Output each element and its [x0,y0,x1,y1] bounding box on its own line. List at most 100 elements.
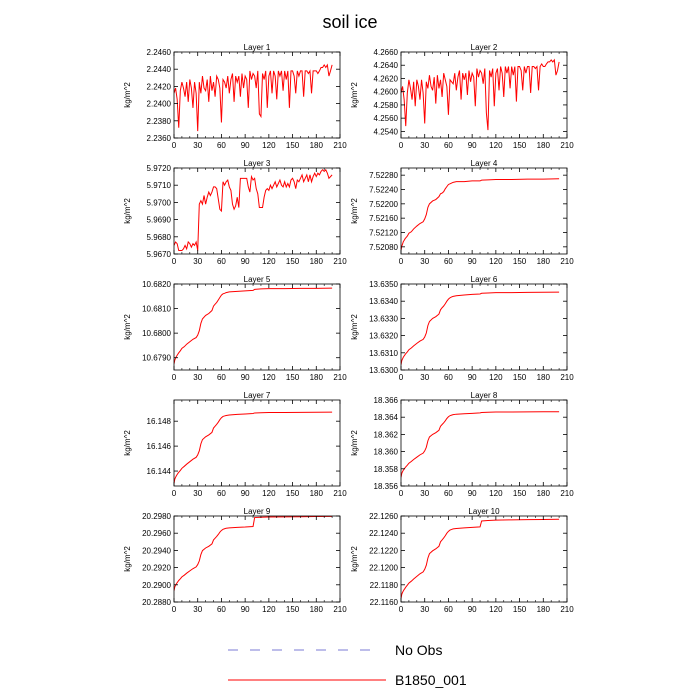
y-tick-label: 5.9690 [147,216,172,225]
panel-title: Layer 3 [244,159,271,168]
y-tick-label: 10.6800 [142,329,171,338]
panel-3: Layer 3 0 30 60 90 120 150 180 210 5.9670 5.9680 5.… [123,159,347,266]
x-tick-label: 210 [560,257,574,266]
y-tick-label: 5.9710 [147,181,172,190]
panel-5: Layer 5 0 30 60 90 120 150 180 210 10.6790 10.6800… [123,275,347,382]
panel-frame [173,399,341,487]
x-tick-label: 30 [420,373,429,382]
y-tick-label: 7.52120 [369,229,398,238]
x-tick-label: 90 [241,489,250,498]
x-tick-label: 90 [241,373,250,382]
x-tick-label: 120 [489,605,503,614]
panel-2: Layer 2 0 30 60 90 120 150 180 210 4.2540 4.2560 4.… [350,43,574,150]
y-tick-label: 5.9720 [147,164,172,173]
x-tick-label: 30 [193,489,202,498]
y-tick-label: 22.1260 [369,512,398,521]
y-axis-label: kg/m^2 [350,546,359,572]
y-tick-label: 13.6350 [369,280,398,289]
y-tick-label: 5.9670 [147,250,172,259]
y-tick-label: 20.2900 [142,581,171,590]
y-tick-label: 13.6340 [369,297,398,306]
y-tick-label: 4.2640 [374,61,399,70]
x-tick-label: 60 [444,489,453,498]
y-tick-label: 18.356 [374,482,399,491]
x-tick-label: 30 [193,257,202,266]
x-tick-label: 150 [286,141,300,150]
x-tick-label: 90 [468,605,477,614]
x-tick-label: 60 [217,141,226,150]
y-tick-label: 18.364 [374,413,399,422]
x-tick-label: 120 [262,373,276,382]
series-line-b1850-001 [174,168,333,252]
x-tick-label: 90 [468,257,477,266]
x-tick-label: 60 [217,605,226,614]
x-tick-label: 60 [217,489,226,498]
x-tick-label: 30 [420,141,429,150]
series-line-b1850-001 [174,287,333,364]
y-tick-label: 22.1180 [370,581,399,590]
panel-title: Layer 9 [244,507,271,516]
panel-title: Layer 5 [244,275,271,284]
series-line-b1850-001 [401,518,560,599]
x-tick-label: 180 [537,373,551,382]
y-tick-label: 18.362 [374,430,399,439]
x-tick-label: 210 [560,489,574,498]
x-tick-label: 90 [241,257,250,266]
x-tick-label: 90 [468,373,477,382]
panel-title: Layer 6 [471,275,498,284]
panel-10: Layer 10 0 30 60 90 120 150 180 210 22.1160 22.118… [350,507,574,614]
x-tick-label: 150 [513,489,527,498]
y-tick-label: 4.2540 [374,127,399,136]
panel-4: Layer 4 0 30 60 90 120 150 180 210 7.52080 7.52120… [350,159,574,266]
y-tick-label: 4.2560 [374,114,399,123]
x-tick-label: 180 [310,605,324,614]
figure-title: soil ice [322,12,377,32]
y-tick-label: 20.2920 [142,564,171,573]
y-axis-label: kg/m^2 [123,430,132,456]
y-tick-label: 2.2400 [147,100,172,109]
series-line-b1850-001 [401,411,560,478]
x-tick-label: 120 [489,489,503,498]
y-tick-label: 10.6810 [142,305,171,314]
x-tick-label: 30 [420,605,429,614]
x-tick-label: 30 [193,141,202,150]
y-axis-label: kg/m^2 [123,314,132,340]
panel-title: Layer 4 [471,159,498,168]
y-tick-label: 22.1220 [369,546,398,555]
series-line-b1850-001 [174,63,333,132]
panel-frame [400,283,568,371]
y-tick-label: 13.6330 [369,314,398,323]
x-tick-label: 0 [399,257,404,266]
x-tick-label: 180 [310,141,324,150]
panel-title: Layer 7 [244,391,271,400]
x-tick-label: 150 [286,489,300,498]
y-tick-label: 4.2600 [374,88,399,97]
x-tick-label: 180 [537,605,551,614]
x-tick-label: 0 [172,141,177,150]
panel-frame [400,167,568,255]
panel-6: Layer 6 0 30 60 90 120 150 180 210 13.6300 13.6310… [350,275,574,382]
panel-frame [400,51,568,139]
y-tick-label: 18.360 [374,448,399,457]
x-tick-label: 0 [172,489,177,498]
x-tick-label: 60 [444,141,453,150]
panel-frame [173,283,341,371]
panel-frame [400,515,568,603]
y-tick-label: 13.6310 [369,349,398,358]
x-tick-label: 30 [420,257,429,266]
panel-frame [400,399,568,487]
y-axis-label: kg/m^2 [350,314,359,340]
x-tick-label: 60 [444,257,453,266]
x-tick-label: 60 [444,373,453,382]
y-tick-label: 13.6300 [369,366,398,375]
panel-9: Layer 9 0 30 60 90 120 150 180 210 20.2880 20.2900… [123,507,347,614]
y-tick-label: 4.2620 [374,74,399,83]
x-tick-label: 180 [310,489,324,498]
panel-1: Layer 1 0 30 60 90 120 150 180 210 2.2360 2.2380 2.… [123,43,347,150]
x-tick-label: 150 [513,373,527,382]
y-axis-label: kg/m^2 [350,430,359,456]
x-tick-label: 210 [333,605,347,614]
panel-frame [173,515,341,603]
x-tick-label: 90 [241,141,250,150]
